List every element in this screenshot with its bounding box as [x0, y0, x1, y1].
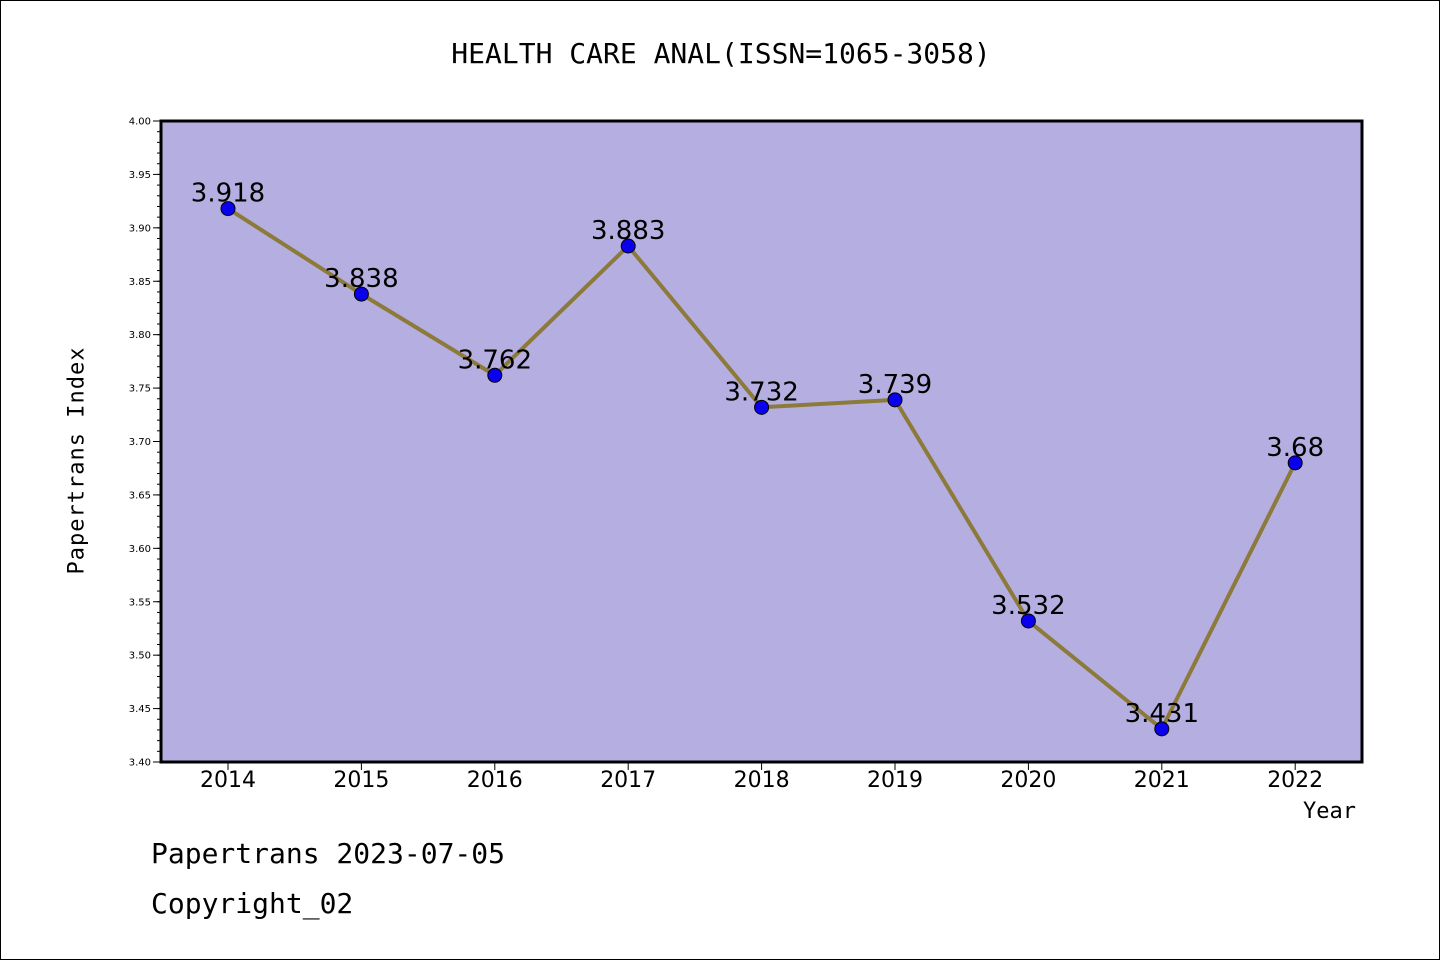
y-tick-label: 3.70 — [129, 437, 151, 448]
y-tick-label: 3.60 — [129, 544, 151, 555]
y-tick-label: 3.95 — [129, 170, 151, 181]
data-label: 3.883 — [591, 216, 665, 246]
data-label: 3.762 — [458, 345, 532, 375]
data-point — [887, 392, 903, 408]
data-label: 3.918 — [191, 179, 265, 209]
data-point — [620, 238, 636, 254]
data-point — [220, 201, 236, 217]
plot-border — [159, 119, 1364, 764]
y-tick-label: 3.85 — [129, 277, 151, 288]
x-tick-label: 2017 — [600, 768, 656, 793]
y-tick-label: 4.00 — [129, 117, 151, 128]
y-tick-label: 3.45 — [129, 704, 151, 715]
chart-title: HEALTH CARE ANAL(ISSN=1065-3058) — [451, 37, 991, 70]
data-point — [1020, 613, 1036, 629]
x-tick-label: 2022 — [1267, 768, 1323, 793]
y-tick-label: 3.75 — [129, 384, 151, 395]
y-tick-label: 3.55 — [129, 597, 151, 608]
y-tick-label: 3.50 — [129, 651, 151, 662]
data-point — [1287, 455, 1303, 471]
y-axis-label: Papertrans Index — [64, 346, 90, 575]
y-tick-label: 3.80 — [129, 330, 151, 341]
x-tick-label: 2019 — [867, 768, 923, 793]
data-point — [353, 286, 369, 302]
data-label: 3.431 — [1125, 699, 1199, 729]
footer-date: Papertrans 2023-07-05 — [151, 837, 506, 870]
data-label: 3.532 — [991, 591, 1065, 621]
x-tick-label: 2020 — [1000, 768, 1056, 793]
data-label: 3.732 — [724, 377, 798, 407]
data-point — [1154, 721, 1170, 737]
x-tick-label: 2021 — [1134, 768, 1190, 793]
y-tick-label: 3.90 — [129, 223, 151, 234]
y-tick-label: 3.40 — [129, 758, 151, 769]
x-tick-label: 2014 — [200, 768, 256, 793]
data-point — [487, 367, 503, 383]
x-axis-label: Year — [1303, 799, 1356, 824]
x-tick-label: 2015 — [333, 768, 389, 793]
data-label: 3.68 — [1266, 433, 1324, 463]
data-label: 3.739 — [858, 370, 932, 400]
data-label: 3.838 — [324, 264, 398, 294]
data-point — [754, 399, 770, 415]
footer-copyright: Copyright_02 — [151, 887, 354, 920]
x-tick-label: 2018 — [734, 768, 790, 793]
y-tick-label: 3.65 — [129, 490, 151, 501]
plot-area — [161, 121, 1362, 762]
x-tick-label: 2016 — [467, 768, 523, 793]
